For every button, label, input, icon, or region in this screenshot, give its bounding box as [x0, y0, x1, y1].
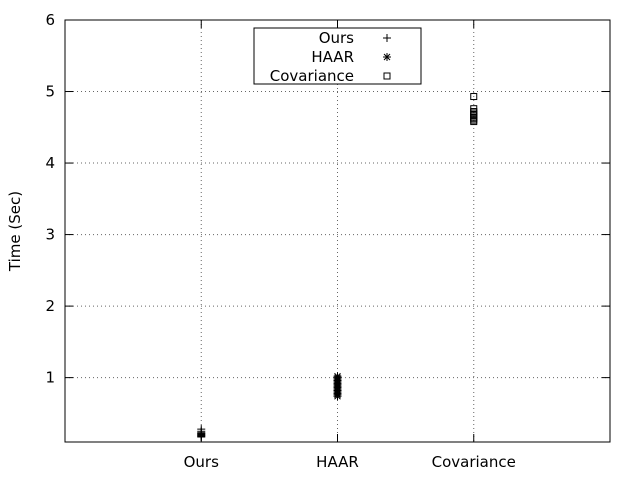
y-tick-label: 2 [45, 297, 55, 315]
legend-label: HAAR [311, 48, 354, 66]
data-points [197, 93, 478, 441]
y-tick-label: 3 [45, 226, 55, 244]
legend-box [253, 27, 422, 85]
legend-label: Covariance [270, 67, 354, 85]
data-point-square [470, 93, 478, 101]
legend-marker-star [383, 53, 391, 61]
y-tick-label: 1 [45, 369, 55, 387]
x-axis: Ours HAAR Covariance [184, 20, 516, 471]
y-axis-title: Time (Sec) [6, 191, 24, 272]
y-tick-label: 6 [45, 11, 55, 29]
data-point-square [470, 105, 478, 113]
legend-marker-plus [383, 34, 391, 42]
y-tick-label: 4 [45, 154, 55, 172]
x-tick-label: Covariance [432, 453, 516, 471]
legend-label: Ours [319, 29, 354, 47]
legend-marker-square [383, 72, 391, 80]
data-point-star [333, 372, 342, 381]
y-axis: 1 2 3 4 5 6 [45, 11, 610, 387]
y-tick-label: 5 [45, 83, 55, 101]
x-tick-label: HAAR [316, 453, 359, 471]
data-point-plus [197, 425, 206, 434]
x-tick-label: Ours [184, 453, 219, 471]
